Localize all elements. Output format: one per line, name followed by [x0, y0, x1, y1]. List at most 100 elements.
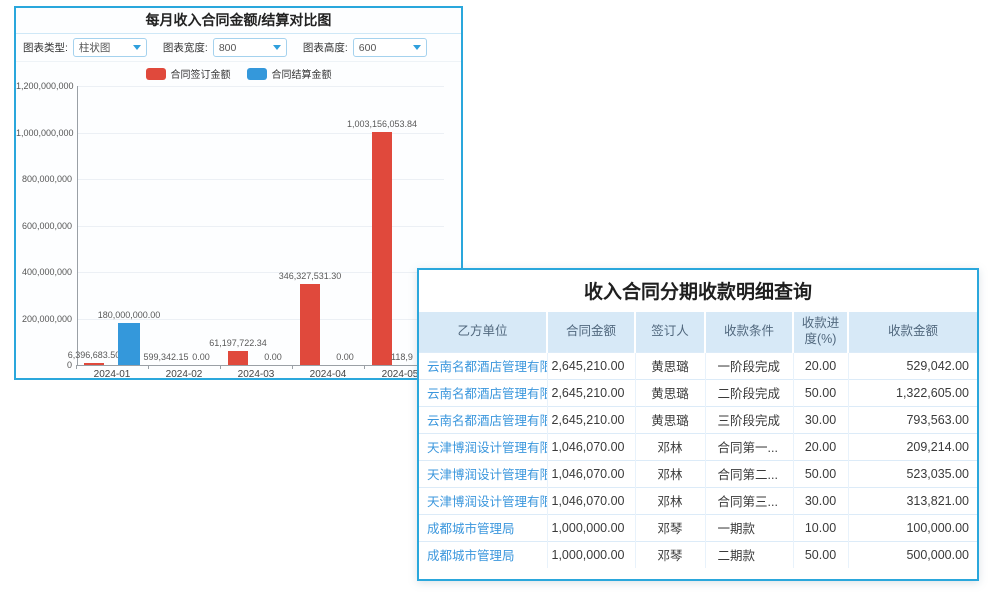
party-cell: 云南名都酒店管理有限公司 [419, 405, 547, 433]
column-header-5: 收款金额 [847, 312, 977, 352]
contract-amount-cell: 1,046,070.00 [546, 432, 635, 460]
payment-amount-cell: 793,563.00 [847, 405, 977, 433]
party-link[interactable]: 天津博润设计管理有限公司 [427, 468, 547, 482]
chart-controls: 图表类型: 柱状图 图表宽度: 800 图表高度: 600 [16, 34, 461, 62]
settled-amount-label: 118,9 [391, 352, 413, 362]
table-row: 云南名都酒店管理有限公司2,645,210.00黄思璐一阶段完成20.00529… [419, 351, 977, 379]
legend-item-1[interactable]: 合同结算金额 [246, 66, 332, 81]
signer-cell: 邓林 [634, 459, 705, 487]
y-axis-line [77, 86, 78, 366]
progress-cell: 50.00 [792, 459, 848, 487]
column-header-4: 收款进度(%) [792, 312, 848, 352]
party-link[interactable]: 云南名都酒店管理有限公司 [427, 360, 547, 374]
contract-amount-cell: 1,000,000.00 [546, 513, 635, 541]
gridline [77, 179, 444, 180]
party-cell: 云南名都酒店管理有限公司 [419, 351, 547, 379]
dropdown-value: 800 [218, 41, 237, 54]
gridline [77, 225, 444, 227]
settled-amount-bar [118, 323, 140, 365]
dropdown-value: 600 [358, 41, 377, 54]
signed-amount-label: 6,396,683.50 [67, 350, 121, 360]
table-row: 云南名都酒店管理有限公司2,645,210.00黄思璐二阶段完成50.001,3… [419, 378, 977, 406]
monthly-contract-chart-panel: 每月收入合同金额/结算对比图 图表类型: 柱状图 图表宽度: 800 图表高度: 600 … [14, 6, 463, 380]
progress-cell: 30.00 [792, 486, 848, 514]
party-cell: 云南名都酒店管理有限公司 [419, 378, 547, 406]
contract-amount-cell: 1,046,070.00 [546, 486, 635, 514]
gridline [77, 272, 444, 273]
table-row: 成都城市管理局 1,000,000.00 邓琴 一期款 10.00 100,000.00 [419, 513, 977, 541]
payment-amount-cell: 313,821.00 [847, 486, 977, 514]
party-cell: 天津博润设计管理有限公司 [419, 459, 547, 487]
y-axis-tick-label: 800,000,000 [21, 174, 72, 184]
settled-amount-label: 180,000,000.00 [97, 310, 161, 320]
contract-amount-cell: 2,645,210.00 [546, 378, 635, 406]
dropdown-chart-type[interactable]: 柱状图 [72, 38, 147, 57]
signer-cell: 邓琴 [634, 513, 705, 541]
gridline [77, 132, 444, 134]
signer-cell: 黄思璐 [634, 351, 705, 379]
condition-cell: 合同第二... [704, 459, 793, 487]
payment-amount-cell: 209,214.00 [847, 432, 977, 460]
dropdown-chart-height[interactable]: 600 [352, 38, 427, 57]
chart-title: 每月收入合同金额/结算对比图 [16, 8, 461, 34]
legend-item-0[interactable]: 合同签订金额 [145, 66, 231, 81]
signed-amount-bar [372, 132, 392, 365]
x-axis-line [77, 365, 446, 366]
gridline [77, 86, 444, 87]
signed-amount-label: 599,342.15 [143, 352, 189, 362]
contract-amount-cell: 2,645,210.00 [546, 405, 635, 433]
legend-label: 合同结算金额 [271, 70, 332, 81]
dropdown-chart-width[interactable]: 800 [212, 38, 287, 57]
control-label-2: 图表高度: [302, 42, 348, 54]
y-axis-tick-label: 1,000,000,000 [16, 127, 74, 138]
x-axis-category-label: 2024-02 [165, 369, 203, 380]
table-row: 云南名都酒店管理有限公司2,645,210.00黄思璐三阶段完成30.00793… [419, 405, 977, 433]
party-link[interactable]: 云南名都酒店管理有限公司 [427, 414, 547, 428]
party-link[interactable]: 成都城市管理局 [427, 522, 515, 536]
y-axis-tick-label: 200,000,000 [21, 313, 72, 324]
condition-cell: 三阶段完成 [704, 405, 793, 433]
column-header-0: 乙方单位 [419, 312, 547, 352]
chevron-down-icon [132, 45, 141, 50]
signer-cell: 黄思璐 [634, 405, 705, 433]
condition-cell: 合同第一... [704, 432, 793, 460]
contract-amount-cell: 1,000,000.00 [546, 540, 635, 568]
x-axis-category-label: 2024-04 [309, 369, 347, 380]
legend-swatch [246, 67, 267, 80]
signed-amount-label: 346,327,531.30 [278, 271, 342, 281]
x-axis-tick [220, 365, 221, 369]
column-header-3: 收款条件 [704, 312, 793, 352]
party-cell: 成都城市管理局 [419, 540, 547, 568]
table-row: 天津博润设计管理有限公司1,046,070.00邓林合同第一...20.0020… [419, 432, 977, 460]
party-link[interactable]: 成都城市管理局 [427, 549, 515, 564]
condition-cell: 一期款 [704, 513, 793, 541]
signed-amount-label: 1,003,156,053.84 [346, 119, 418, 129]
chart-legend: 合同签订金额 合同结算金额 [16, 62, 461, 85]
column-header-2: 签订人 [634, 312, 705, 352]
party-link[interactable]: 天津博润设计管理有限公司 [427, 495, 547, 509]
signer-cell: 邓琴 [634, 540, 705, 568]
party-link[interactable]: 天津博润设计管理有限公司 [427, 441, 547, 455]
settled-amount-label: 0.00 [264, 352, 282, 362]
control-label-0: 图表类型: [23, 42, 68, 54]
party-link[interactable]: 云南名都酒店管理有限公司 [427, 387, 547, 401]
gridline [77, 318, 444, 320]
condition-cell: 合同第三... [704, 486, 793, 514]
installment-detail-panel: 收入合同分期收款明细查询 乙方单位 合同金额 签订人 收款条件 收款进度(%) 收款金额 … [417, 268, 979, 581]
party-cell: 天津博润设计管理有限公司 [419, 432, 547, 460]
x-axis-tick [292, 365, 293, 369]
settled-amount-label: 0.00 [336, 352, 354, 362]
legend-swatch [145, 67, 166, 80]
dropdown-value: 柱状图 [78, 42, 111, 54]
signed-amount-bar [228, 351, 248, 365]
column-header-1: 合同金额 [546, 312, 635, 352]
x-axis-tick [364, 365, 365, 369]
table-header-row: 乙方单位 合同金额 签订人 收款条件 收款进度(%) 收款金额 [419, 312, 977, 352]
x-axis-category-label: 2024-01 [93, 369, 131, 380]
x-axis-tick [148, 365, 149, 369]
x-axis-tick [76, 365, 77, 369]
signed-amount-label: 61,197,722.34 [209, 338, 267, 348]
table-row: 天津博润设计管理有限公司1,046,070.00邓林合同第三...30.0031… [419, 486, 977, 514]
contract-amount-cell: 2,645,210.00 [546, 351, 635, 379]
